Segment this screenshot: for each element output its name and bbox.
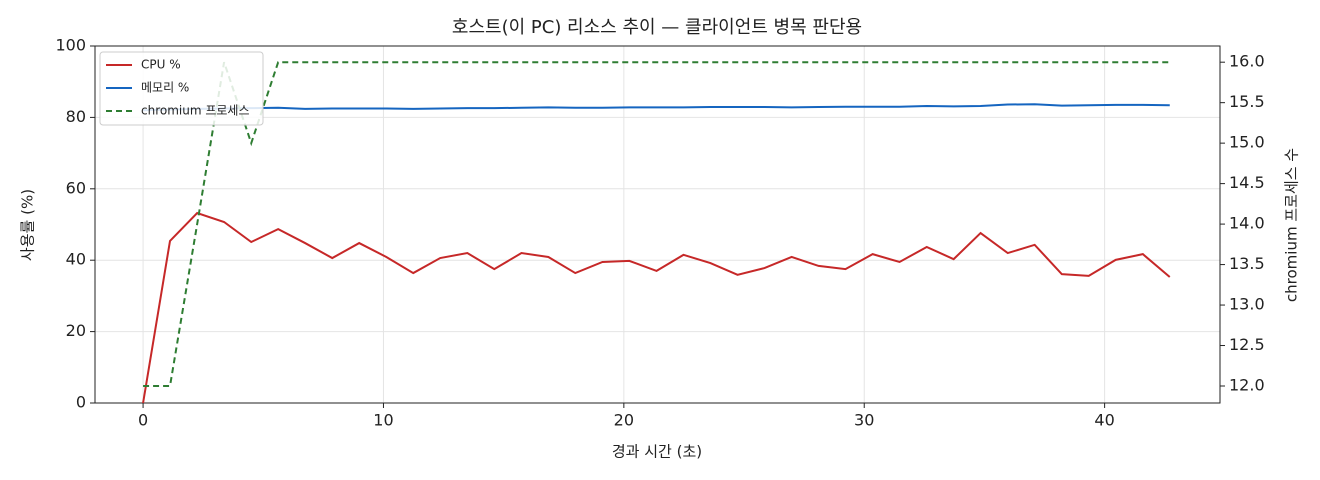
x-tick-label: 20 — [614, 411, 634, 430]
y2-tick-label: 16.0 — [1229, 52, 1265, 71]
x-tick-label: 10 — [373, 411, 393, 430]
series-line — [143, 103, 1170, 112]
legend-label: 메모리 % — [141, 81, 189, 95]
y2-tick-label: 12.0 — [1229, 376, 1265, 395]
y-tick-label: 60 — [66, 178, 86, 197]
x-tick-label: 40 — [1094, 411, 1114, 430]
y-tick-label: 100 — [55, 36, 86, 55]
y-tick-label: 20 — [66, 321, 86, 340]
series-line — [142, 211, 1171, 404]
chart-title: 호스트(이 PC) 리소스 추이 — 클라이언트 병목 판단용 — [452, 17, 862, 38]
plot-frame — [94, 45, 1221, 404]
x-tick-label: 0 — [138, 411, 148, 430]
y2-tick-label: 15.0 — [1229, 133, 1265, 152]
y-tick-label: 0 — [76, 393, 86, 412]
x-axis-label: 경과 시간 (초) — [612, 443, 702, 461]
legend-label: CPU % — [141, 58, 181, 72]
y2-tick-label: 13.5 — [1229, 254, 1265, 273]
series-line — [143, 61, 1170, 387]
legend: CPU % 메모리 % chromium 프로세스 — [99, 51, 264, 126]
y2-tick-label: 14.0 — [1229, 214, 1265, 233]
y-tick-label: 80 — [66, 107, 86, 126]
y-tick-label: 40 — [66, 250, 86, 269]
y2-tick-label: 15.5 — [1229, 92, 1265, 111]
x-tick-label: 30 — [854, 411, 874, 430]
y2-tick-label: 13.0 — [1229, 295, 1265, 314]
legend-label: chromium 프로세스 — [141, 104, 250, 118]
legend-box — [99, 51, 264, 126]
y2-tick-label: 14.5 — [1229, 173, 1265, 192]
y2-axis-label: chromium 프로세스 수 — [1283, 148, 1301, 302]
y-axis-label: 사용률 (%) — [19, 189, 37, 261]
y2-tick-label: 12.5 — [1229, 335, 1265, 354]
